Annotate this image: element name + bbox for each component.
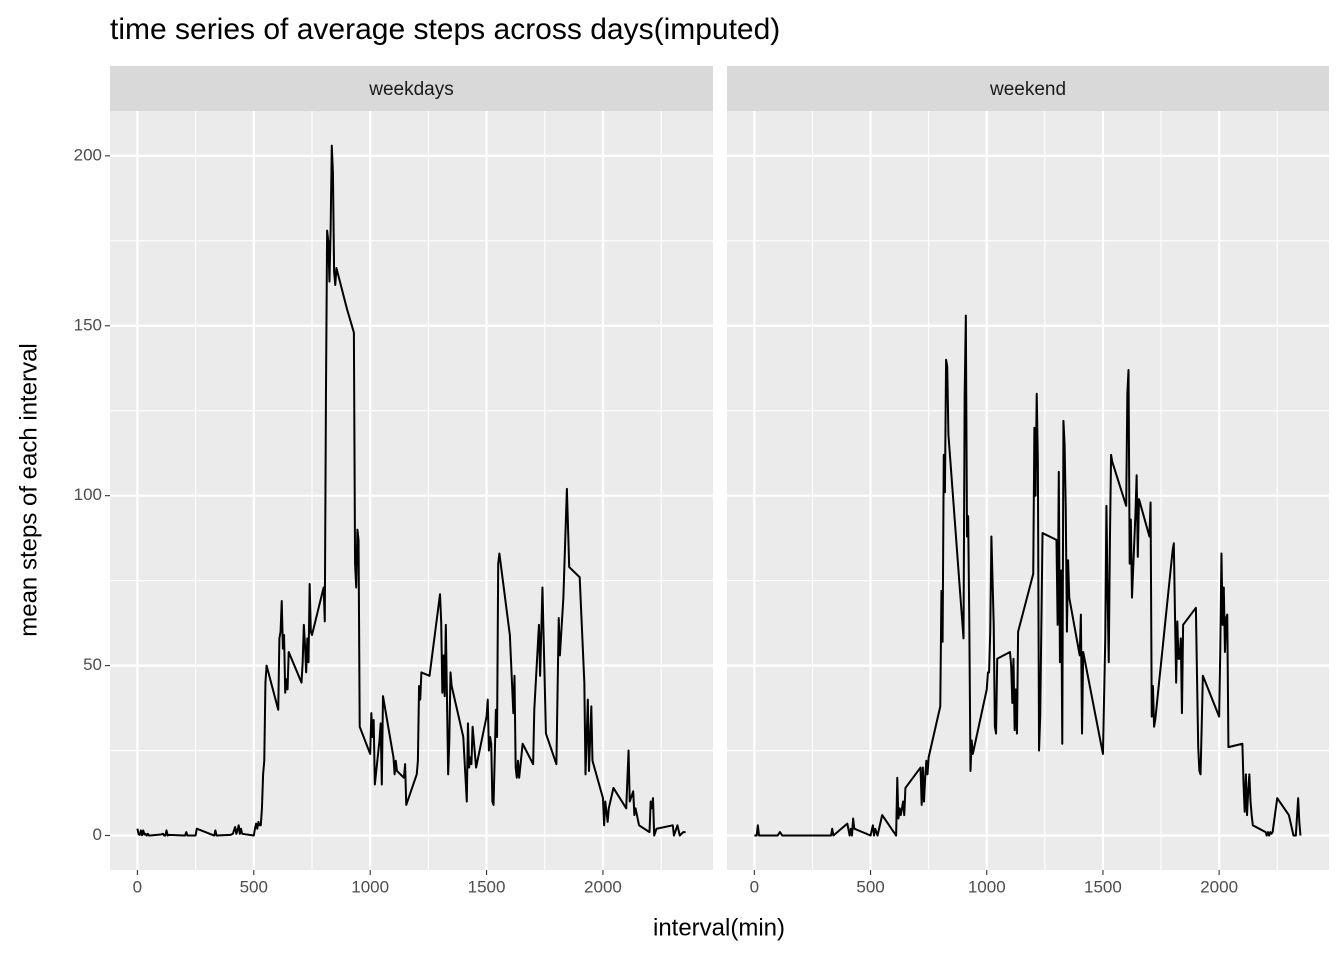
- y-tick-label: 200: [74, 145, 102, 164]
- panel-background: [110, 111, 713, 870]
- x-tick-label: 0: [750, 877, 759, 896]
- x-tick-label: 2000: [1200, 877, 1238, 896]
- x-tick-label: 1500: [468, 877, 506, 896]
- data-line: [754, 314, 1302, 837]
- y-tick-label: 100: [74, 485, 102, 504]
- y-axis-title: mean steps of each interval: [15, 343, 42, 637]
- panel-background: [727, 111, 1329, 870]
- x-tick-label: 500: [856, 877, 884, 896]
- x-tick-label: 1000: [968, 877, 1006, 896]
- x-tick-label: 2000: [584, 877, 622, 896]
- x-tick-label: 0: [133, 877, 142, 896]
- strip-background: [727, 66, 1329, 111]
- x-axis-title: interval(min): [653, 914, 785, 941]
- y-tick-label: 0: [93, 825, 102, 844]
- data-line: [136, 144, 686, 837]
- strip-label: weekdays: [368, 79, 454, 100]
- x-tick-label: 1500: [1084, 877, 1122, 896]
- strip-background: [110, 66, 713, 111]
- chart-title: time series of average steps across days…: [110, 13, 780, 46]
- x-tick-label: 1000: [351, 877, 389, 896]
- y-tick-label: 150: [74, 315, 102, 334]
- strip-label: weekend: [989, 79, 1066, 100]
- x-tick-label: 500: [240, 877, 268, 896]
- y-tick-label: 50: [83, 655, 102, 674]
